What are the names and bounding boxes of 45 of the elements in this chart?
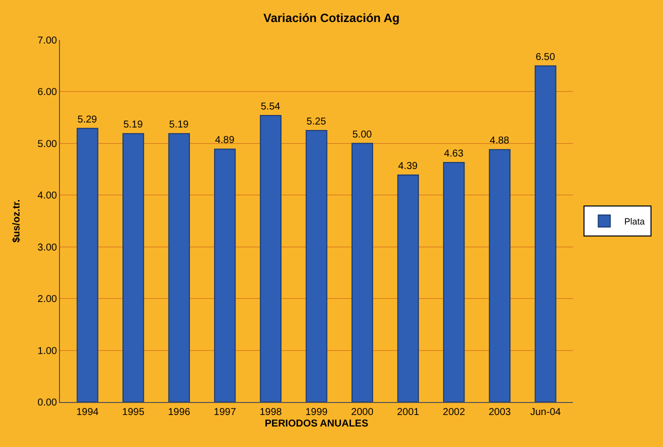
data-label: 5.19 [123,120,144,131]
bar [260,115,282,402]
legend-label: Plata [624,216,645,227]
x-tick-label: 1995 [122,407,145,418]
data-label: 5.00 [352,129,372,140]
y-tick-label: 3.00 [38,242,58,254]
data-label: 4.39 [398,160,418,172]
y-tick-label: 6.00 [38,87,58,98]
data-label: 6.50 [536,52,556,63]
data-label: 5.29 [78,114,98,126]
data-label: 4.89 [214,135,235,146]
bar [352,142,374,402]
y-tick-label: 4.00 [38,190,58,202]
bar [534,65,556,402]
x-tick-label: 2003 [488,407,512,418]
x-tick-label: 2001 [396,407,420,418]
bar [397,174,419,402]
x-tick-label: 2000 [351,407,374,418]
bar [443,162,465,402]
x-tick-label: 1998 [260,407,282,418]
data-label: 4.88 [490,136,510,147]
x-tick-label: 1999 [305,407,328,418]
bar [488,149,511,402]
bar [76,128,98,402]
data-label: 5.25 [306,116,326,128]
x-tick-label: 1996 [168,407,191,418]
y-tick-label: 1.00 [38,346,58,357]
y-tick-label: 7.00 [38,36,58,46]
y-tick-label: 0.00 [38,398,58,408]
bar [306,130,328,402]
bar [214,148,236,402]
data-label: 4.63 [444,148,464,160]
x-tick-label: Jun-04 [530,407,562,418]
x-tick-label: 1997 [214,407,236,418]
chart-title: Variación Cotización Ag [263,10,400,25]
y-tick-label: 2.00 [38,294,58,306]
data-label: 5.54 [260,102,281,112]
x-axis-title: PERIODOS ANUALES [264,418,369,430]
y-tick-label: 5.00 [38,138,58,150]
x-tick-label: 2002 [442,407,466,418]
x-tick-label: 1994 [76,407,100,418]
data-label: 5.19 [169,120,190,131]
bar [168,133,190,402]
y-axis-title: $us/oz.tr. [12,199,23,243]
bar [122,133,144,402]
